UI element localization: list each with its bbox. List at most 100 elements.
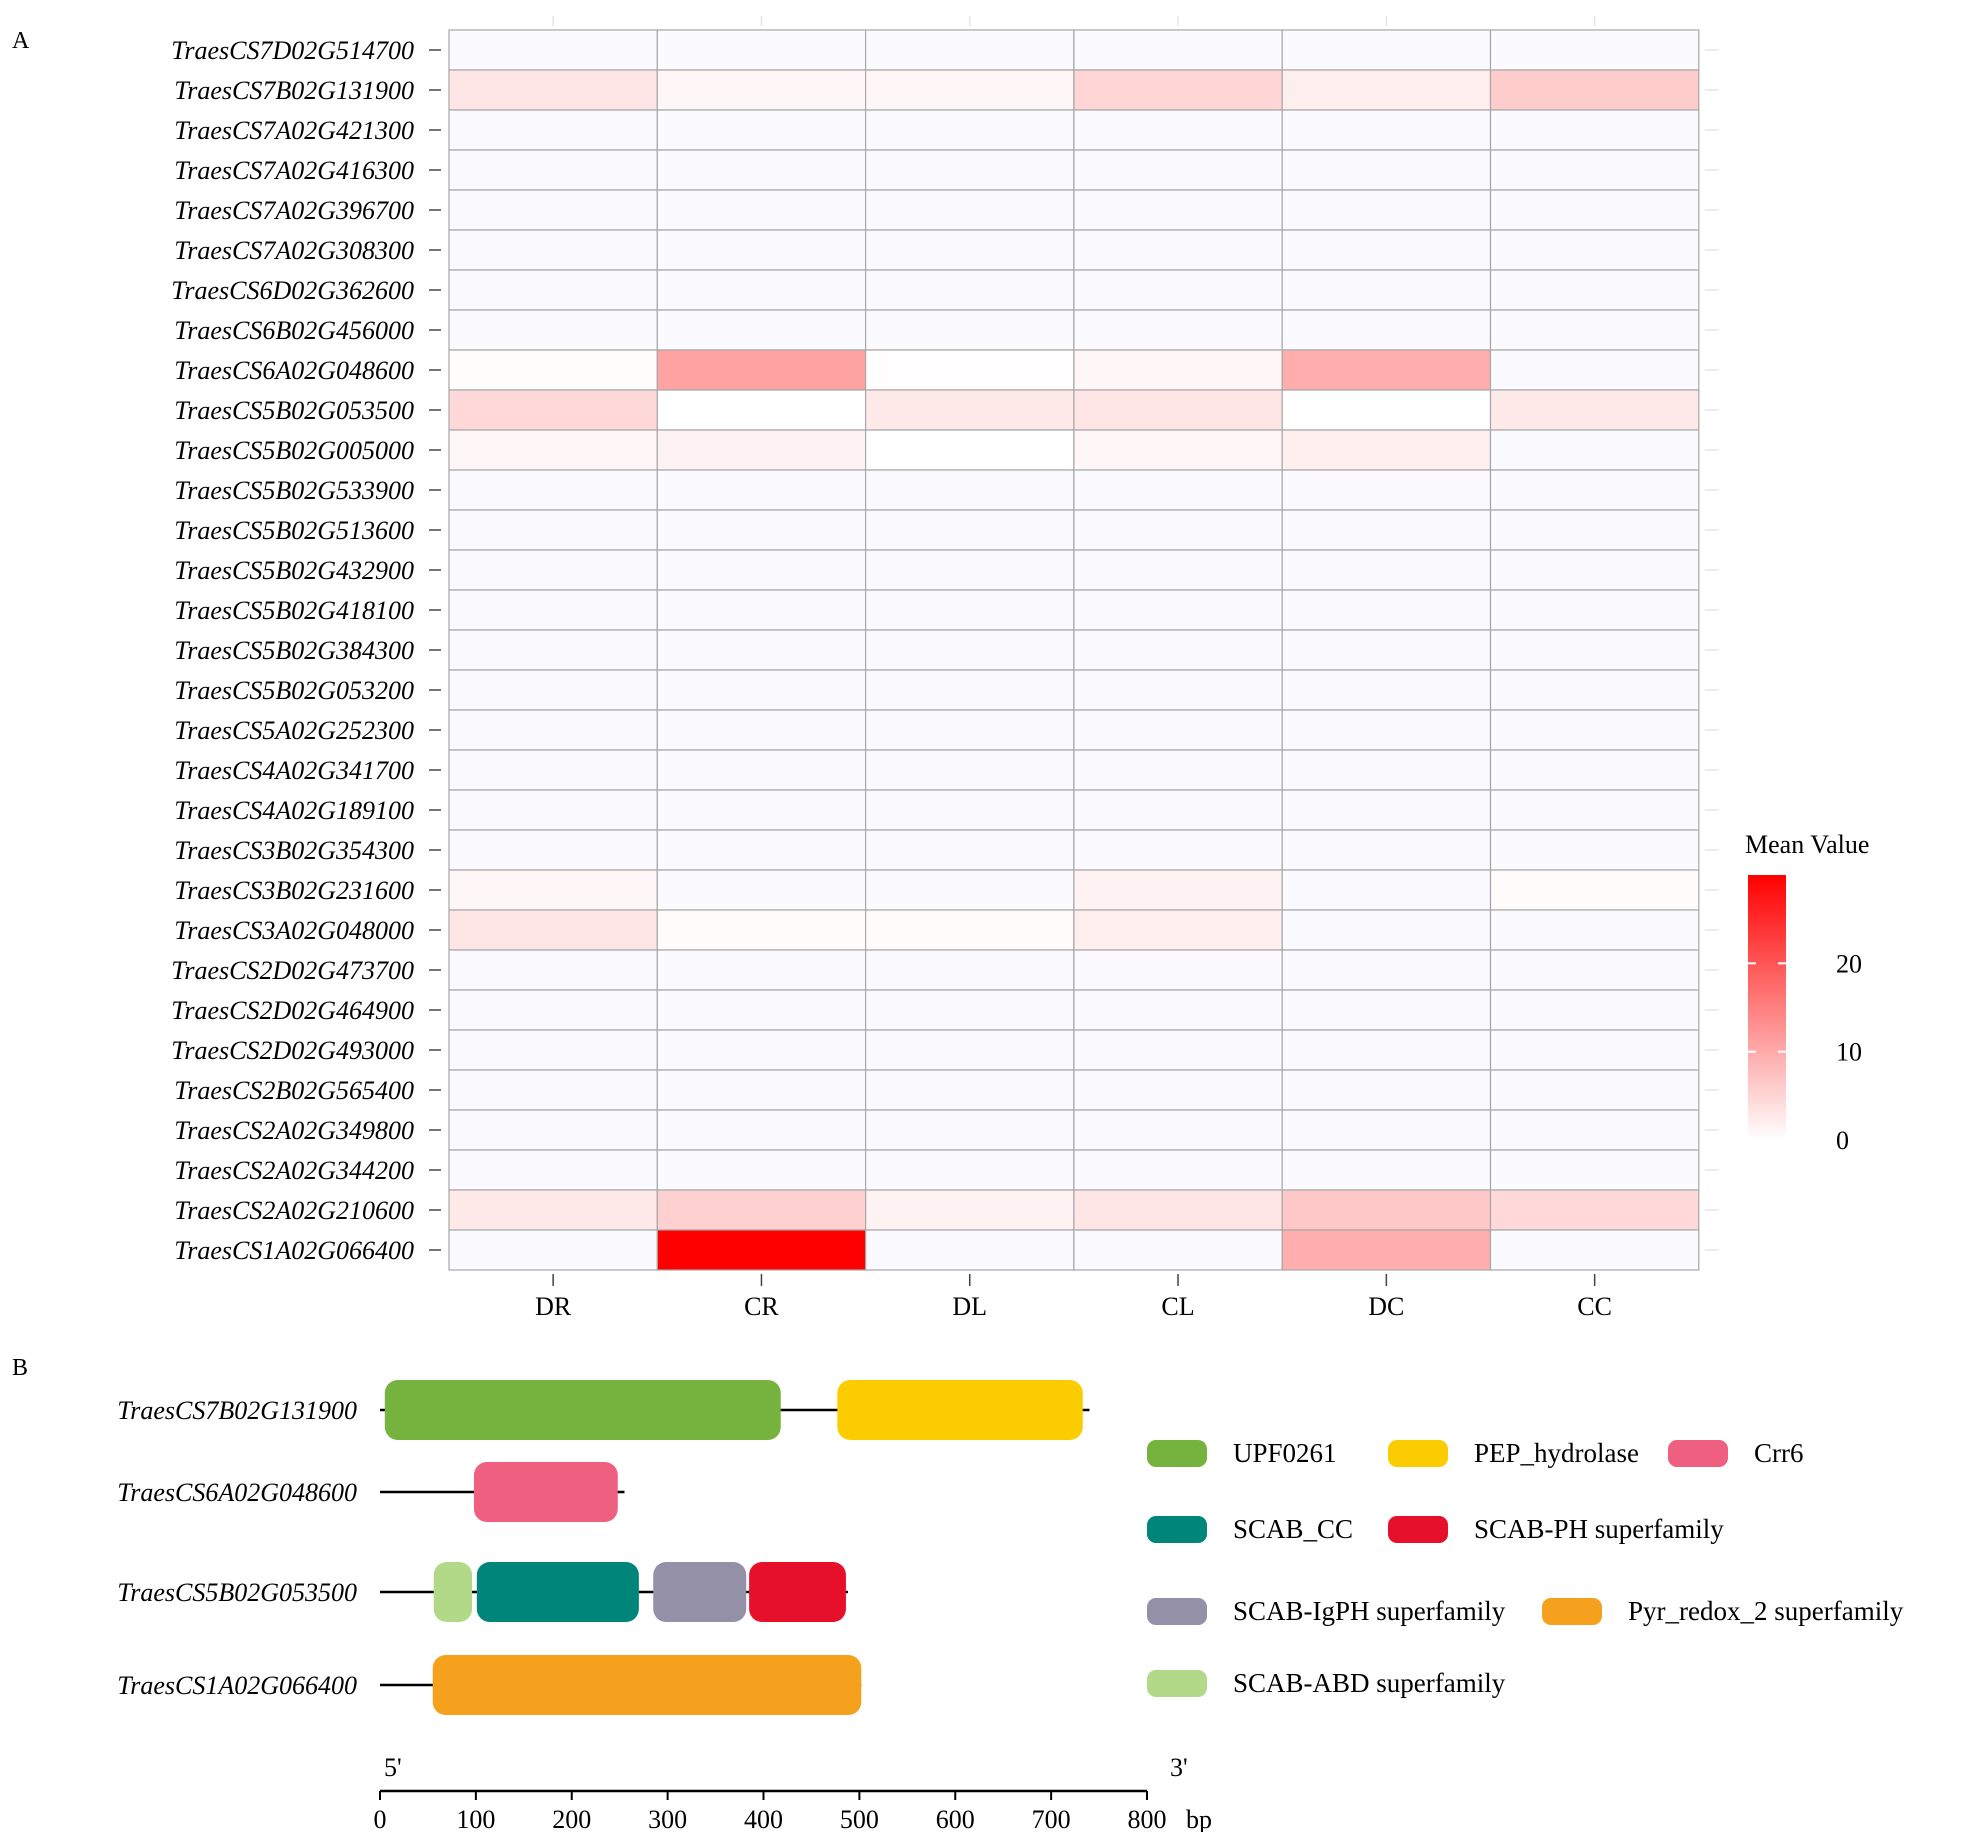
- heatmap-cell: [1073, 349, 1283, 391]
- heatmap-cell: [1073, 29, 1283, 71]
- heatmap-row-label: TraesCS7A02G308300: [174, 236, 414, 265]
- heatmap-cell: [656, 1109, 867, 1151]
- legend-swatch: [1542, 1598, 1602, 1625]
- legend-label: Pyr_redox_2 superfamily: [1628, 1596, 1904, 1626]
- legend-swatch: [1147, 1598, 1207, 1625]
- heatmap-cell: [1073, 149, 1283, 191]
- heatmap-cell: [1489, 109, 1700, 151]
- heatmap-cell: [864, 1149, 1075, 1191]
- axis-tick-label: 800: [1128, 1805, 1167, 1832]
- heatmap-cell: [1073, 309, 1283, 351]
- heatmap-cell: [1281, 949, 1492, 991]
- heatmap-row-label: TraesCS2A02G349800: [174, 1116, 414, 1145]
- heatmap-cell: [864, 1069, 1075, 1111]
- heatmap-cell: [1281, 709, 1492, 751]
- heatmap-cell: [1073, 869, 1283, 911]
- heatmap-cell: [1073, 1029, 1283, 1071]
- heatmap-cell: [1489, 309, 1700, 351]
- heatmap-cell: [1489, 429, 1700, 471]
- five-prime-label: 5': [384, 1753, 402, 1782]
- heatmap-cell: [1073, 949, 1283, 991]
- heatmap-cell: [1073, 789, 1283, 831]
- legend-label: SCAB-PH superfamily: [1474, 1514, 1724, 1544]
- domain-box: [837, 1380, 1083, 1440]
- heatmap-cell: [864, 989, 1075, 1031]
- legend-label: SCAB-ABD superfamily: [1233, 1668, 1506, 1698]
- heatmap: TraesCS7D02G514700 TraesCS7B02G131900 Trae…: [171, 16, 1719, 1321]
- heatmap-cell: [1281, 1189, 1492, 1231]
- heatmap-cell: [656, 829, 867, 871]
- axis-tick-label: 100: [456, 1805, 495, 1832]
- heatmap-row-label: TraesCS2A02G210600: [174, 1196, 414, 1225]
- heatmap-cell: [864, 309, 1075, 351]
- heatmap-cell: [864, 1229, 1075, 1271]
- heatmap-cell: [656, 909, 867, 951]
- domain-box: [473, 1462, 618, 1522]
- heatmap-cell: [448, 109, 658, 151]
- heatmap-cell: [864, 789, 1075, 831]
- heatmap-cell: [1489, 1149, 1700, 1191]
- heatmap-cell: [448, 629, 658, 671]
- axis-tick-label: 300: [648, 1805, 687, 1832]
- heatmap-cell: [1073, 749, 1283, 791]
- heatmap-cell: [1281, 109, 1492, 151]
- heatmap-cell: [656, 1229, 867, 1271]
- legend-swatch: [1147, 1670, 1207, 1697]
- bp-axis: 0 100 200 300 400 500 600 700 800 bp 5' 3': [374, 1753, 1213, 1832]
- axis-tick-label: 600: [936, 1805, 975, 1832]
- colorbar-tick-label: 0: [1836, 1126, 1849, 1155]
- heatmap-cell: [1281, 1229, 1492, 1271]
- heatmap-cell: [1281, 429, 1492, 471]
- heatmap-cell: [1281, 1109, 1492, 1151]
- heatmap-cell: [1489, 69, 1700, 111]
- heatmap-cell: [1073, 389, 1283, 431]
- heatmap-row-label: TraesCS4A02G189100: [174, 796, 414, 825]
- heatmap-cell: [1489, 29, 1700, 71]
- heatmap-row-label: TraesCS6D02G362600: [171, 276, 414, 305]
- domain-diagram: TraesCS7B02G131900 TraesCS6A02G048600 Trae…: [117, 1380, 1090, 1715]
- heatmap-cell: [1073, 589, 1283, 631]
- heatmap-row-label: TraesCS2D02G493000: [171, 1036, 414, 1065]
- heatmap-cell: [448, 1109, 658, 1151]
- heatmap-cell: [1073, 549, 1283, 591]
- panel-b-label: B: [12, 1355, 28, 1381]
- heatmap-cell: [656, 1149, 867, 1191]
- heatmap-cell: [1073, 1189, 1283, 1231]
- heatmap-cell: [1489, 789, 1700, 831]
- legend-label: SCAB_CC: [1233, 1514, 1353, 1544]
- heatmap-cell: [864, 29, 1075, 71]
- colorbar-tick-label: 20: [1836, 949, 1862, 978]
- heatmap-cell: [1073, 189, 1283, 231]
- heatmap-row-label: TraesCS4A02G341700: [174, 756, 414, 785]
- heatmap-cell: [1489, 589, 1700, 631]
- heatmap-cell: [1281, 789, 1492, 831]
- heatmap-cell: [1281, 909, 1492, 951]
- heatmap-row-label: TraesCS5B02G513600: [174, 516, 414, 545]
- heatmap-cell: [1489, 469, 1700, 511]
- heatmap-cell: [1281, 1029, 1492, 1071]
- heatmap-cell: [1281, 189, 1492, 231]
- heatmap-cell: [448, 909, 658, 951]
- heatmap-row-label: TraesCS6B02G456000: [174, 316, 414, 345]
- heatmap-cell: [864, 429, 1075, 471]
- heatmap-cell: [1489, 549, 1700, 591]
- heatmap-cell: [448, 549, 658, 591]
- heatmap-cell: [864, 1189, 1075, 1231]
- heatmap-cell: [1073, 429, 1283, 471]
- heatmap-cell: [864, 269, 1075, 311]
- heatmap-cell: [864, 909, 1075, 951]
- heatmap-cell: [1281, 309, 1492, 351]
- heatmap-cell: [864, 709, 1075, 751]
- heatmap-row-label: TraesCS5B02G053200: [174, 676, 414, 705]
- heatmap-cell: [448, 989, 658, 1031]
- heatmap-cell: [864, 749, 1075, 791]
- heatmap-row-label: TraesCS7A02G421300: [174, 116, 414, 145]
- gene-label: TraesCS5B02G053500: [117, 1578, 357, 1607]
- heatmap-cell: [448, 469, 658, 511]
- heatmap-cell: [1489, 669, 1700, 711]
- heatmap-cell: [1489, 749, 1700, 791]
- heatmap-cell: [656, 229, 867, 271]
- heatmap-cell: [448, 1069, 658, 1111]
- domain-box: [432, 1655, 862, 1715]
